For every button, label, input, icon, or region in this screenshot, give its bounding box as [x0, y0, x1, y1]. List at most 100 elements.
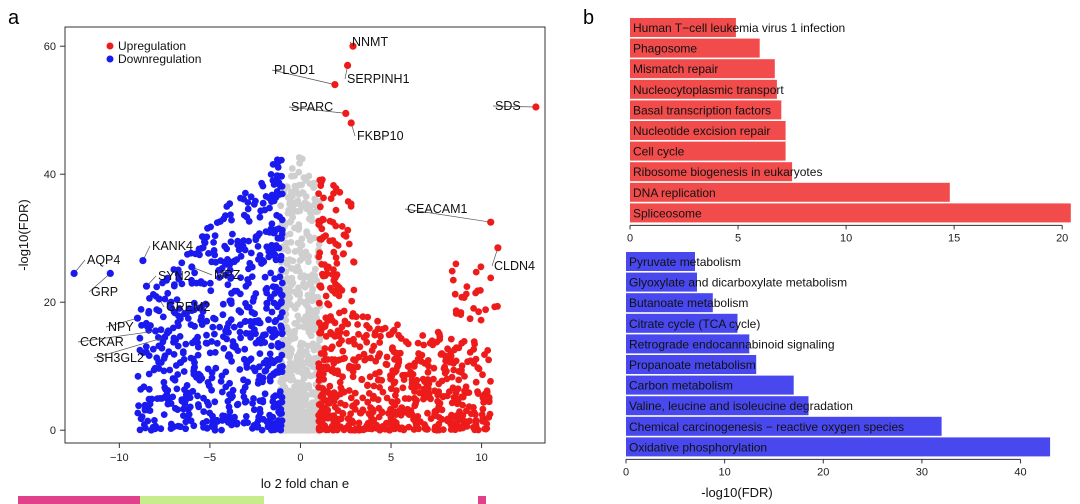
- gene-point: [443, 375, 451, 383]
- gene-point: [331, 289, 339, 297]
- gene-point: [414, 413, 422, 420]
- gene-point: [211, 349, 219, 356]
- gene-point: [470, 305, 477, 312]
- gene-point: [302, 401, 310, 409]
- pathway-bar: [626, 437, 1051, 457]
- gene-point: [227, 238, 235, 246]
- gene-point: [461, 373, 468, 380]
- gene-point: [447, 426, 455, 433]
- gene-point: [256, 230, 263, 238]
- gene-point: [345, 337, 353, 345]
- gene-point: [251, 310, 258, 318]
- pathway-label: Retrograde endocannabinoid signaling: [629, 337, 835, 351]
- gene-point: [319, 415, 326, 423]
- volcano-legend: Upregulation Downregulation: [106, 39, 201, 66]
- gene-point: [290, 392, 298, 400]
- gene-point: [337, 399, 345, 407]
- volcano-y-axis: 0 20 40 60: [44, 41, 65, 437]
- gene-point: [145, 307, 153, 315]
- gene-point: [170, 351, 178, 358]
- gene-point: [160, 411, 168, 418]
- bar-x-axis-title: -log10(FDR): [701, 485, 773, 500]
- gene-point: [448, 399, 456, 407]
- gene-point: [187, 321, 195, 328]
- gene-point: [270, 393, 277, 401]
- gene-point: [225, 320, 232, 327]
- gene-point: [326, 382, 334, 390]
- gene-point: [206, 279, 214, 287]
- gene-point: [353, 399, 360, 406]
- gene-point: [303, 228, 311, 236]
- volcano-x-tick-label: −10: [110, 452, 129, 464]
- gene-point: [288, 172, 295, 180]
- gene-point: [295, 168, 303, 176]
- gene-point: [272, 256, 280, 264]
- gene-point: [359, 313, 367, 321]
- gene-point: [269, 161, 277, 168]
- gene-point: [327, 394, 335, 402]
- gene-point: [479, 394, 487, 402]
- leader-line: [191, 266, 213, 276]
- gene-point: [276, 388, 284, 395]
- gene-point: [282, 316, 290, 324]
- gene-point: [383, 353, 391, 361]
- gene-point: [385, 426, 393, 434]
- gene-point: [338, 223, 346, 230]
- gene-point: [237, 334, 245, 342]
- gene-point: [164, 400, 172, 408]
- gene-point: [182, 425, 190, 433]
- gene-point: [288, 188, 295, 196]
- gene-point: [211, 232, 219, 240]
- gene-point: [259, 398, 267, 406]
- gene-point: [454, 395, 462, 403]
- gene-point: [336, 284, 343, 291]
- gene-point: [340, 307, 348, 315]
- gene-point: [291, 182, 299, 190]
- gene-point: [197, 278, 205, 285]
- gene-point: [414, 339, 422, 347]
- gene-point: [281, 375, 289, 383]
- upregulated-pathway-bars: Human T−cell leukemia virus 1 infection P…: [630, 18, 1071, 223]
- gene-point: [400, 372, 408, 379]
- gene-point: [185, 411, 193, 418]
- gene-point: [276, 273, 284, 281]
- gene-point: [430, 364, 438, 372]
- gene-point: [177, 315, 184, 323]
- gene-point: [393, 387, 400, 394]
- gene-point: [174, 371, 182, 378]
- gene-point: [166, 300, 174, 307]
- gene-point: [347, 200, 355, 208]
- gene-point: [459, 393, 467, 401]
- pathway-label: DNA replication: [633, 186, 716, 200]
- pathway-bar: [630, 162, 793, 182]
- gene-point: [407, 371, 414, 378]
- gene-point: [463, 407, 470, 415]
- gene-point: [238, 242, 245, 250]
- volcano-x-axis: −10 −5 0 5 10: [110, 443, 488, 464]
- gene-point: [342, 233, 350, 240]
- labeled-point-sparc: [342, 109, 350, 117]
- leader-line: [271, 69, 335, 85]
- gene-point: [305, 205, 313, 213]
- gene-point: [185, 305, 193, 313]
- labeled-point-serpinh1: [344, 61, 352, 69]
- gene-point: [270, 420, 278, 428]
- gene-point: [255, 336, 263, 344]
- gene-point: [324, 413, 332, 420]
- gene-point: [316, 319, 323, 327]
- gene-point: [319, 363, 327, 371]
- gene-point: [322, 333, 330, 340]
- pathway-bar: [630, 38, 760, 58]
- gene-point: [176, 359, 184, 366]
- gene-point: [205, 250, 212, 257]
- pathway-bar: [626, 252, 695, 271]
- gene-point: [390, 326, 398, 334]
- gene-point: [291, 224, 298, 232]
- gene-point: [462, 387, 470, 394]
- gene-label-serpinh1: SERPINH1: [347, 72, 410, 86]
- gene-point: [195, 370, 203, 378]
- gene-point: [142, 343, 150, 350]
- volcano-x-tick-label: −5: [204, 452, 217, 464]
- gene-point: [326, 237, 334, 245]
